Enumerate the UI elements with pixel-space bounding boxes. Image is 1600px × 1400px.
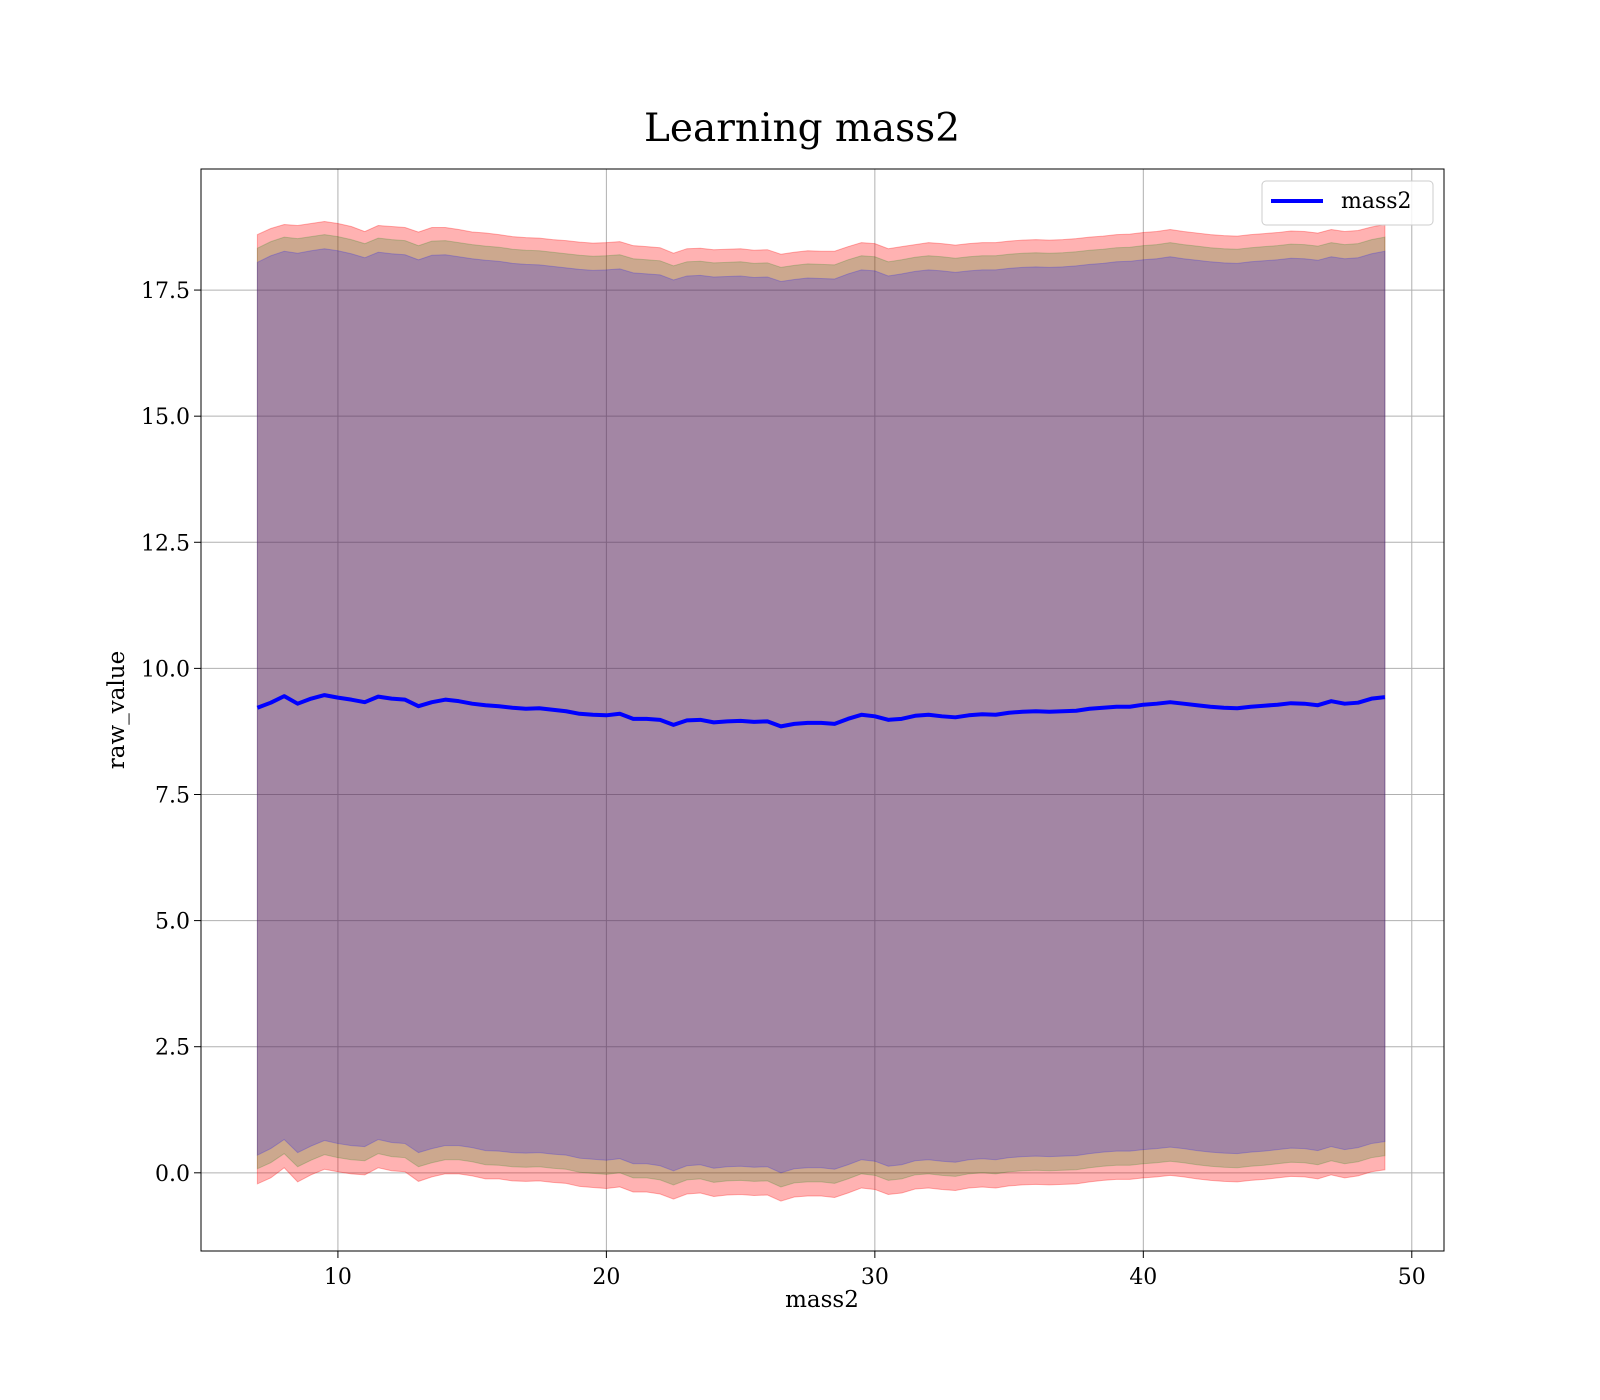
legend-box: [1261, 180, 1434, 226]
legend: mass2: [1261, 180, 1434, 226]
uncertainty-band: [256, 220, 1386, 1202]
x-tick-label: 20: [592, 1265, 620, 1290]
y-tick-label: 10.0: [141, 657, 190, 682]
y-tick-label: 15.0: [141, 405, 190, 430]
y-axis-ticks: 0.0 2.5 5.0 7.5 10.0 12.5 15.0 17.5: [141, 279, 201, 1187]
x-tick-label: 30: [861, 1265, 889, 1290]
series-lines: [256, 693, 1386, 729]
y-tick-label: 17.5: [141, 279, 190, 304]
uncertainty-band: [256, 234, 1386, 1188]
y-tick-label: 7.5: [155, 783, 190, 808]
x-tick-label: 10: [324, 1265, 352, 1290]
x-axis-label: mass2: [785, 1287, 859, 1313]
uncertainty-band: [256, 248, 1386, 1174]
y-tick-label: 0.0: [155, 1162, 190, 1187]
y-tick-label: 2.5: [155, 1036, 190, 1061]
series-line-mass2: [256, 693, 1386, 729]
x-tick-label: 40: [1129, 1265, 1157, 1290]
x-tick-label: 50: [1398, 1265, 1426, 1290]
y-tick-label: 5.0: [155, 910, 190, 935]
chart-title: Learning mass2: [644, 106, 960, 151]
y-axis-label: raw_value: [104, 651, 130, 769]
plot-frame: [200, 168, 1445, 1252]
legend-label: mass2: [1341, 189, 1412, 214]
y-tick-label: 12.5: [141, 531, 190, 556]
grid: [201, 169, 1444, 1251]
x-axis-ticks: 10 20 30 40 50: [324, 1251, 1426, 1290]
uncertainty-bands: [256, 220, 1386, 1202]
